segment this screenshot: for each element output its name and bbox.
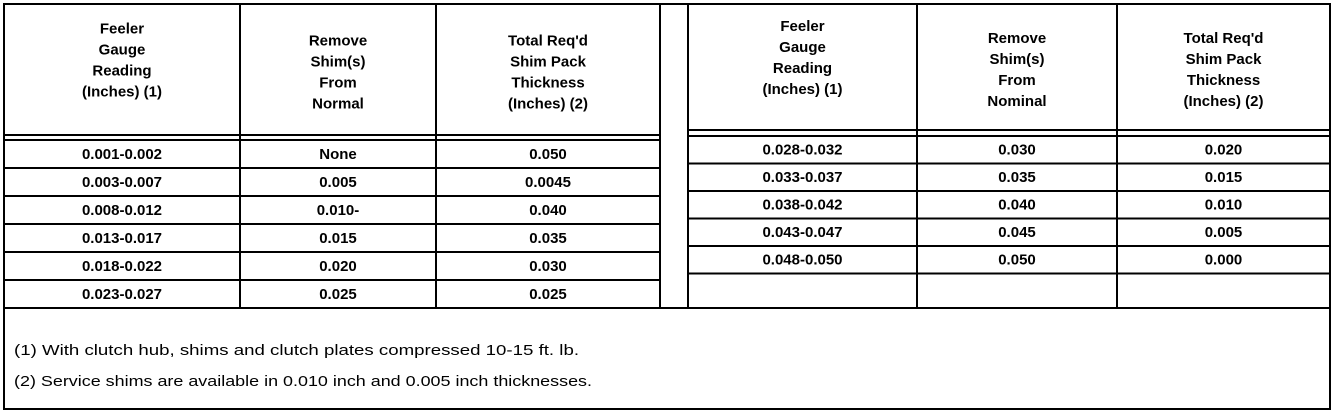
table-cell: 0.010- xyxy=(317,202,360,219)
table-cell: 0.000 xyxy=(1205,252,1243,269)
table-cell: 0.0045 xyxy=(525,174,571,191)
column-header: Shim Pack xyxy=(1186,51,1263,68)
column-header: (Inches) (2) xyxy=(1183,93,1263,110)
table-cell: None xyxy=(319,146,357,163)
footnote: (2) Service shims are available in 0.010… xyxy=(14,373,592,390)
table-cell: 0.025 xyxy=(319,286,357,303)
column-header: Shim(s) xyxy=(989,51,1044,68)
table-cell: 0.043-0.047 xyxy=(762,224,842,241)
table-cell: 0.033-0.037 xyxy=(762,169,842,186)
column-header: Remove xyxy=(988,30,1046,47)
column-header: Nominal xyxy=(987,93,1046,110)
column-header: Total Req'd xyxy=(508,32,588,49)
table-cell: 0.005 xyxy=(319,174,357,191)
column-header: Thickness xyxy=(1187,72,1260,89)
table-cell: 0.003-0.007 xyxy=(82,174,162,191)
table-cell: 0.050 xyxy=(998,252,1036,269)
column-header: Reading xyxy=(92,62,151,79)
table-cell: 0.015 xyxy=(1205,169,1243,186)
table-cell: 0.048-0.050 xyxy=(762,252,842,269)
outer-border xyxy=(3,3,1331,410)
table-cell: 0.020 xyxy=(319,258,357,275)
column-header: Gauge xyxy=(99,41,146,58)
column-header: Shim Pack xyxy=(510,53,587,70)
column-header: Reading xyxy=(773,60,832,77)
column-header: (Inches) (1) xyxy=(82,83,162,100)
column-header: From xyxy=(319,74,357,91)
table-cell: 0.030 xyxy=(529,258,567,275)
table-cell: 0.030 xyxy=(998,142,1036,159)
table-cell: 0.045 xyxy=(998,224,1036,241)
table-cell: 0.010 xyxy=(1205,197,1243,214)
table-cell: 0.025 xyxy=(529,286,567,303)
column-header: Normal xyxy=(312,95,364,112)
table-cell: 0.005 xyxy=(1205,224,1243,241)
footnote: (1) With clutch hub, shims and clutch pl… xyxy=(14,342,579,359)
table-cell: 0.040 xyxy=(529,202,567,219)
column-header: Feeler xyxy=(780,18,824,35)
column-header: (Inches) (1) xyxy=(762,81,842,98)
table-cell: 0.035 xyxy=(998,169,1036,186)
column-header: Thickness xyxy=(511,74,584,91)
column-header: Remove xyxy=(309,32,367,49)
column-header: Feeler xyxy=(100,20,144,37)
table-cell: 0.023-0.027 xyxy=(82,286,162,303)
table-cell: 0.038-0.042 xyxy=(762,197,842,214)
table-cell: 0.035 xyxy=(529,230,567,247)
column-header: From xyxy=(998,72,1036,89)
table-cell: 0.020 xyxy=(1205,142,1243,159)
column-header: Total Req'd xyxy=(1184,30,1264,47)
table-cell: 0.040 xyxy=(998,197,1036,214)
column-header: Gauge xyxy=(779,39,826,56)
table-cell: 0.018-0.022 xyxy=(82,258,162,275)
table-cell: 0.001-0.002 xyxy=(82,146,162,163)
table-cell: 0.050 xyxy=(529,146,567,163)
column-header: Shim(s) xyxy=(310,53,365,70)
table-cell: 0.015 xyxy=(319,230,357,247)
column-header: (Inches) (2) xyxy=(508,95,588,112)
table-cell: 0.008-0.012 xyxy=(82,202,162,219)
table-cell: 0.013-0.017 xyxy=(82,230,162,247)
table-cell: 0.028-0.032 xyxy=(762,142,842,159)
